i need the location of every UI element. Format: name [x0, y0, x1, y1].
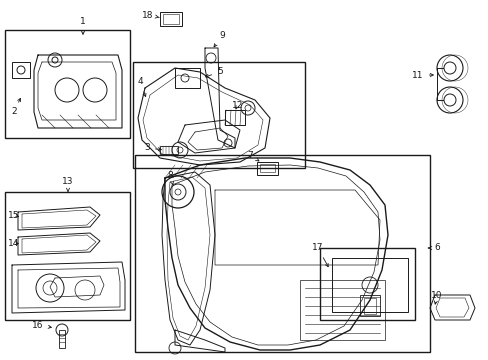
- Bar: [133, 62, 305, 168]
- Bar: [260, 164, 274, 172]
- Bar: [59, 330, 65, 348]
- Bar: [12, 62, 30, 78]
- Text: 14: 14: [8, 238, 20, 248]
- Text: 13: 13: [62, 177, 74, 192]
- Text: 18: 18: [142, 10, 159, 19]
- Text: 4: 4: [137, 77, 146, 96]
- Bar: [163, 14, 179, 24]
- Text: 7: 7: [246, 150, 258, 161]
- Text: 8: 8: [167, 171, 173, 185]
- Text: 15: 15: [8, 211, 20, 220]
- Bar: [160, 146, 178, 154]
- Bar: [299, 280, 384, 340]
- Text: 11: 11: [411, 71, 432, 80]
- Bar: [175, 68, 200, 88]
- Text: 6: 6: [427, 243, 439, 252]
- Text: 1: 1: [80, 18, 86, 34]
- Bar: [160, 12, 182, 26]
- Text: 3: 3: [144, 144, 161, 153]
- Bar: [257, 162, 278, 175]
- Bar: [331, 258, 407, 312]
- Bar: [359, 295, 379, 316]
- Bar: [5, 30, 130, 138]
- Text: 16: 16: [32, 320, 51, 329]
- Text: 10: 10: [430, 291, 442, 304]
- Text: 12: 12: [232, 100, 243, 109]
- Bar: [319, 248, 414, 320]
- Bar: [135, 155, 429, 352]
- Text: 17: 17: [312, 243, 327, 267]
- Text: 2: 2: [11, 98, 20, 117]
- Bar: [224, 110, 244, 125]
- Text: 9: 9: [214, 31, 224, 47]
- Text: 5: 5: [205, 68, 223, 77]
- Bar: [363, 298, 375, 314]
- Bar: [5, 192, 130, 320]
